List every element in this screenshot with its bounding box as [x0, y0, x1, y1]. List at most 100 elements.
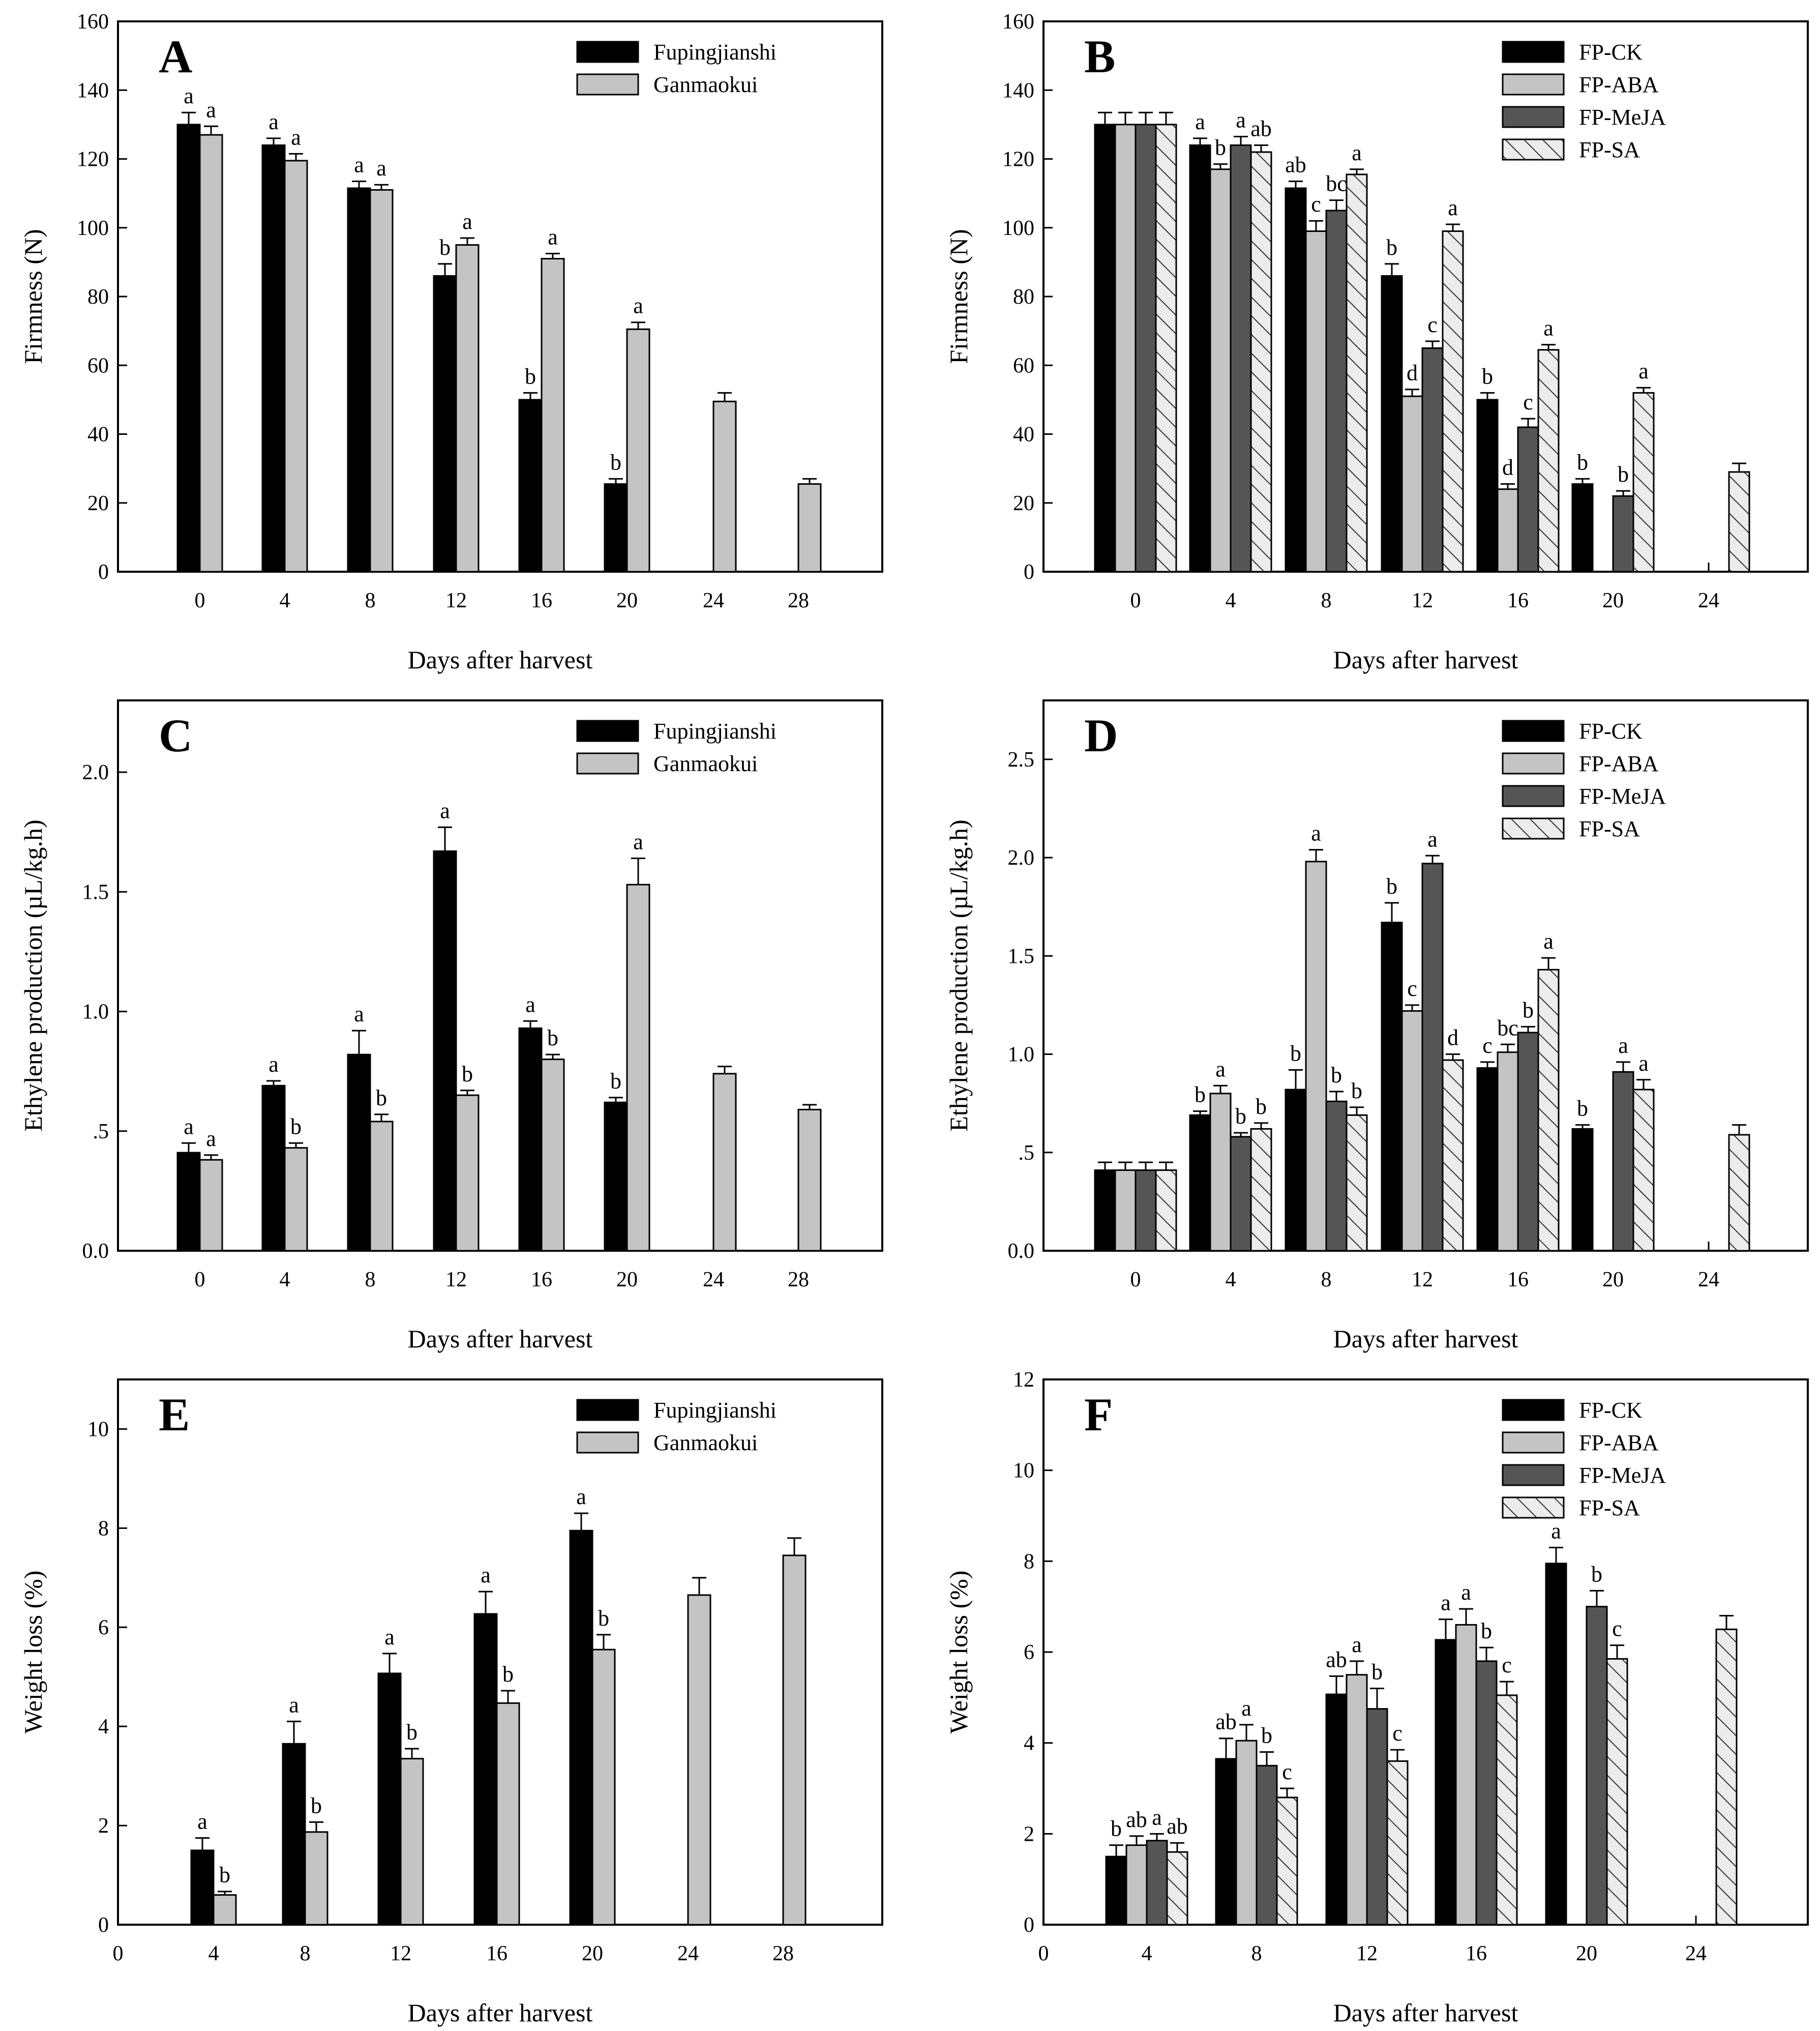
- y-axis-label: Ethylene production (µL/kg.h): [19, 819, 47, 1131]
- significance-letter: b: [1482, 364, 1493, 389]
- bar-FP-SA-24: [1728, 1134, 1750, 1252]
- y-tick-label: 120: [77, 148, 109, 171]
- x-axis-label: Days after harvest: [1333, 1998, 1518, 2027]
- y-tick-label: 4: [98, 1715, 109, 1739]
- bar-FP-ABA-16: [1497, 488, 1519, 573]
- y-tick-label: 1.5: [82, 880, 109, 904]
- bar-Ganmaokui-16: [541, 1058, 565, 1252]
- legend-swatch: [1502, 1496, 1565, 1519]
- bar-FP-SA-8: [1276, 1797, 1298, 1926]
- y-tick-label: 2.5: [1008, 748, 1035, 772]
- y-tick-label: 10: [1013, 1459, 1034, 1483]
- bar-FP-SA-24: [1715, 1628, 1738, 1926]
- y-tick-label: 1.5: [1008, 945, 1035, 968]
- legend-swatch: [1502, 752, 1565, 775]
- bar-FP-SA-4: [1250, 1128, 1272, 1252]
- bar-FP-ABA-12: [1401, 395, 1423, 573]
- bar-FP-SA-0: [1155, 1169, 1177, 1252]
- bar-Fupingjianshi-12: [433, 275, 457, 573]
- bar-FP-MeJA-12: [1421, 863, 1444, 1252]
- legend-label: Fupingjianshi: [653, 719, 777, 744]
- y-tick-label: 6: [1024, 1641, 1034, 1664]
- legend-swatch: [576, 41, 639, 63]
- bar-Fupingjianshi-4: [261, 144, 286, 573]
- significance-letter: a: [462, 209, 472, 234]
- x-tick-label: 28: [772, 1942, 794, 1965]
- x-tick-label: 8: [1321, 589, 1332, 612]
- panel-letter: D: [1084, 710, 1118, 761]
- y-tick-label: 8: [98, 1517, 109, 1540]
- bar-Ganmaokui-12: [455, 1094, 480, 1252]
- significance-letter: a: [1352, 1632, 1362, 1657]
- significance-letter: b: [1351, 1078, 1362, 1103]
- bar-FP-CK-0: [1094, 1169, 1116, 1252]
- y-axis-label: Firmness (N): [944, 229, 973, 364]
- bar-Ganmaokui-28: [797, 1108, 822, 1252]
- bar-FP-SA-12: [1442, 230, 1464, 573]
- legend-swatch: [576, 752, 639, 775]
- x-tick-label: 0: [195, 589, 205, 612]
- bar-FP-SA-0: [1155, 124, 1177, 573]
- legend-label: FP-MeJA: [1579, 1463, 1666, 1488]
- legend-label: FP-CK: [1579, 719, 1643, 744]
- significance-letter: a: [1461, 1580, 1471, 1605]
- x-tick-label: 4: [1226, 589, 1236, 612]
- bar-Ganmaokui-0: [199, 134, 223, 573]
- x-tick-label: 0: [1038, 1942, 1049, 1965]
- legend-label: FP-MeJA: [1579, 105, 1666, 130]
- x-axis-label: Days after harvest: [408, 645, 593, 674]
- bar-Ganmaokui-4: [213, 1894, 237, 1926]
- bar-FP-SA-16: [1496, 1694, 1518, 1926]
- x-tick-label: 20: [616, 589, 638, 612]
- y-tick-label: 160: [1002, 10, 1034, 34]
- bar-Ganmaokui-20: [626, 884, 650, 1252]
- y-tick-label: 0: [98, 561, 109, 584]
- y-tick-label: 100: [77, 217, 109, 240]
- bar-FP-MeJA-12: [1421, 347, 1444, 573]
- x-tick-label: 24: [703, 1268, 724, 1291]
- y-tick-label: 20: [87, 492, 109, 515]
- bar-Fupingjianshi-16: [473, 1613, 498, 1926]
- panel-D: D 0.0 .5 1.0 1.5 2.0 2.5 Ethylene production (µ…: [944, 699, 1809, 1353]
- y-tick-label: 120: [1002, 148, 1034, 171]
- significance-letter: a: [1638, 1051, 1649, 1076]
- significance-letter: ab: [1326, 1647, 1347, 1672]
- significance-letter: b: [610, 1069, 621, 1094]
- bar-FP-CK-0: [1094, 124, 1116, 573]
- x-axis-label: Days after harvest: [1333, 645, 1518, 674]
- bar-Ganmaokui-24: [712, 400, 737, 573]
- significance-letter: a: [206, 97, 216, 122]
- bar-FP-ABA-16: [1455, 1624, 1477, 1926]
- significance-letter: b: [1261, 1723, 1272, 1748]
- bar-FP-MeJA-0: [1135, 1169, 1157, 1252]
- significance-letter: c: [1523, 390, 1533, 415]
- bar-Fupingjianshi-12: [433, 850, 457, 1252]
- x-tick-label: 0: [1130, 589, 1141, 612]
- bar-Fupingjianshi-8: [347, 1053, 371, 1252]
- significance-letter: a: [184, 1114, 194, 1139]
- significance-letter: a: [1427, 827, 1438, 851]
- bar-Fupingjianshi-4: [190, 1849, 215, 1926]
- significance-letter: a: [1352, 140, 1362, 165]
- bar-Fupingjianshi-20: [604, 1101, 628, 1252]
- bar-FP-SA-8: [1346, 173, 1368, 573]
- y-tick-label: 140: [77, 79, 109, 102]
- bar-FP-MeJA-0: [1135, 124, 1157, 573]
- x-tick-label: 0: [195, 1268, 205, 1291]
- bar-FP-CK-12: [1381, 922, 1403, 1252]
- significance-letter: c: [1482, 1033, 1493, 1058]
- significance-letter: a: [354, 1002, 364, 1026]
- significance-letter: a: [206, 1126, 216, 1151]
- y-tick-label: 20: [1013, 492, 1034, 515]
- bar-FP-CK-20: [1571, 483, 1594, 573]
- bar-FP-CK-8: [1215, 1758, 1237, 1926]
- bar-FP-MeJA-16: [1517, 426, 1539, 573]
- significance-letter: a: [440, 798, 450, 823]
- x-tick-label: 20: [1602, 589, 1624, 612]
- x-tick-label: 12: [1412, 589, 1433, 612]
- bar-FP-CK-16: [1435, 1639, 1457, 1926]
- significance-letter: a: [481, 1563, 491, 1587]
- significance-letter: b: [1481, 1618, 1492, 1643]
- legend-label: FP-ABA: [1579, 1430, 1659, 1455]
